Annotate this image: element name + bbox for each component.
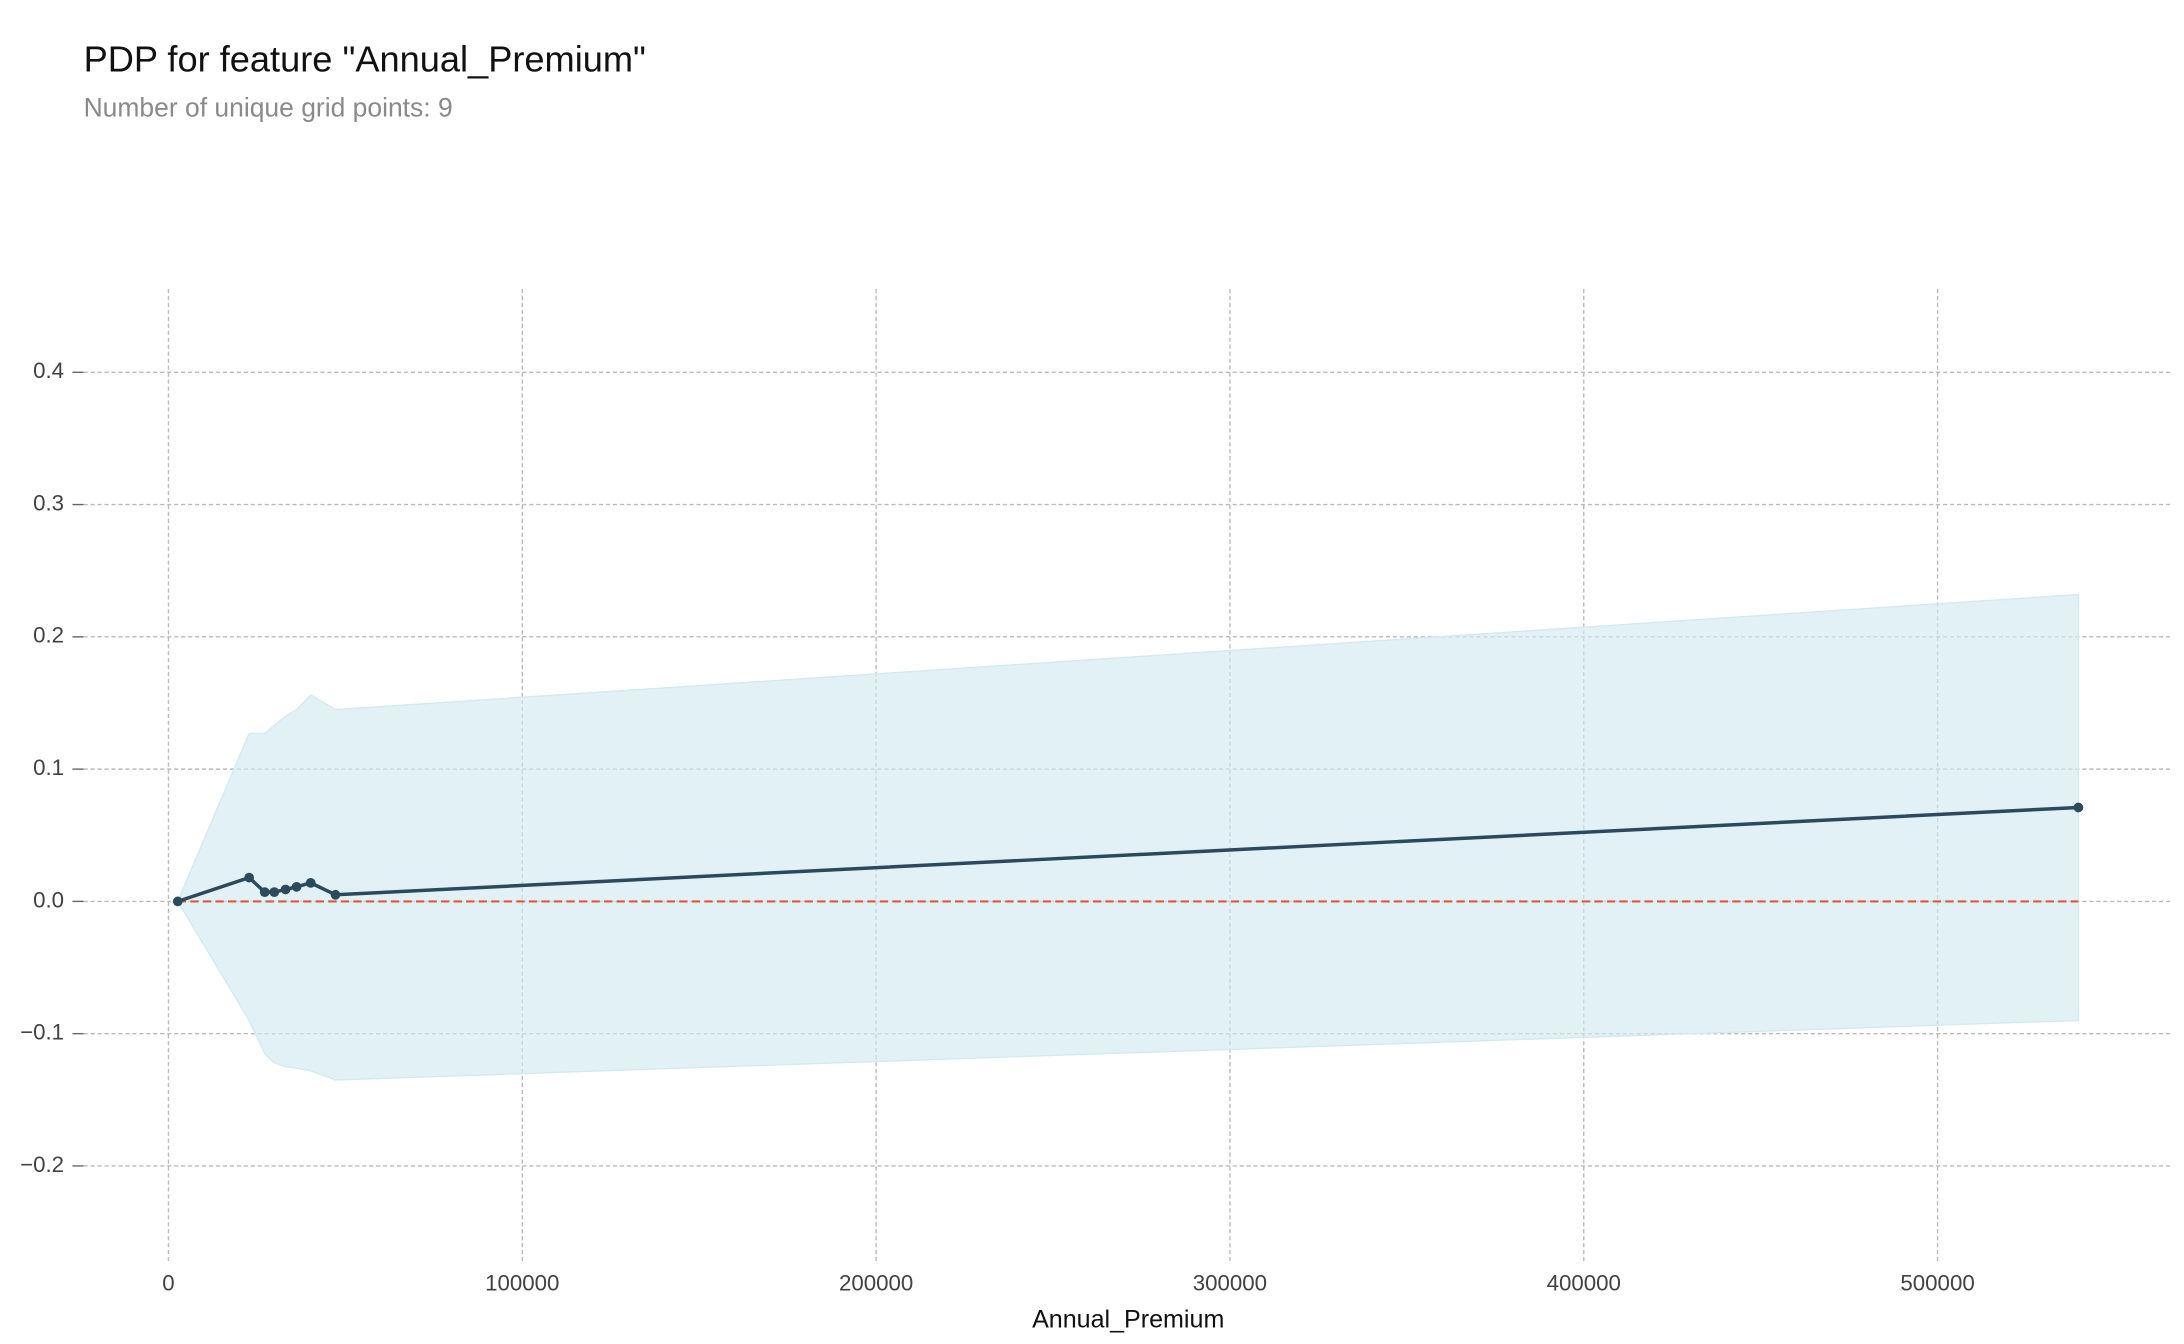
x-tick-label: 0 (162, 1271, 174, 1296)
y-tick-label: −0.1 (20, 1020, 64, 1045)
y-tick-label: −0.2 (20, 1152, 64, 1177)
x-tick-label: 100000 (485, 1271, 559, 1296)
y-tick-label: 0.3 (33, 490, 64, 515)
point (269, 887, 280, 898)
chart-title: PDP for feature "Annual_Premium" (84, 38, 646, 79)
x-tick-label: 400000 (1547, 1271, 1621, 1296)
y-tick-label: 0.4 (33, 358, 64, 383)
point (244, 872, 255, 883)
x-tick-label: 300000 (1193, 1271, 1267, 1296)
confidence-band (177, 593, 2080, 1081)
y-tick-label: 0.0 (33, 887, 64, 912)
x-tick-label: 200000 (839, 1271, 913, 1296)
y-tick-label: 0.1 (33, 755, 64, 780)
y-tick-label: 0.2 (33, 623, 64, 648)
point (291, 881, 302, 892)
point (305, 877, 316, 888)
point (2073, 802, 2084, 813)
x-axis-label: Annual_Premium (1032, 1306, 1224, 1334)
point (280, 884, 291, 895)
chart-subtitle: Number of unique grid points: 9 (84, 92, 453, 122)
x-tick-label: 500000 (1900, 1271, 1974, 1296)
point (330, 889, 341, 900)
point (172, 896, 183, 907)
point (259, 887, 270, 898)
